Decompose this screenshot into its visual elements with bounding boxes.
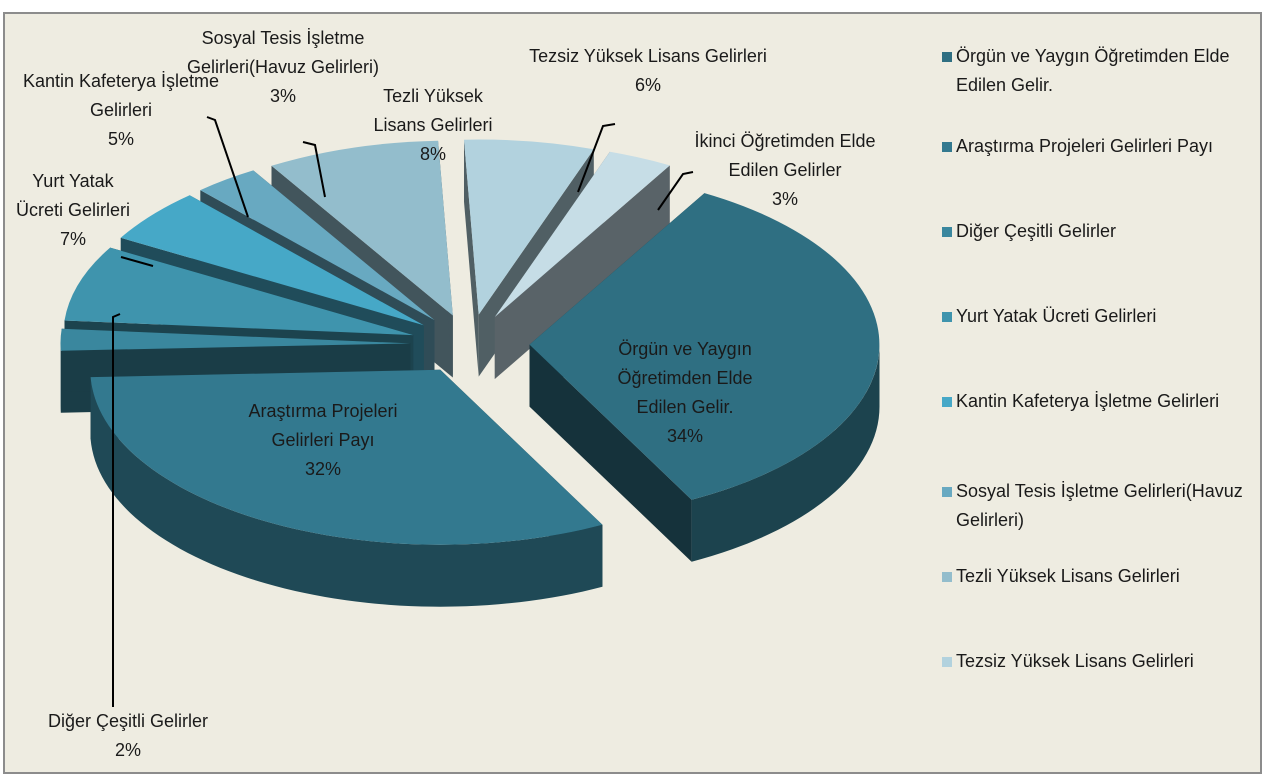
legend-swatch [942,397,952,407]
data-label: Sosyal Tesis İşletme Gelirleri(Havuz Gel… [163,24,403,111]
legend-label: Araştırma Projeleri Gelirleri Payı [956,136,1214,156]
slice-top [271,140,453,316]
legend-label: Sosyal Tesis İşletme Gelirleri(Havuz Gel… [956,481,1243,530]
chart [60,116,880,707]
data-label-value: 7% [59,229,86,249]
data-label: Örgün ve Yaygın Öğretimden Elde Edilen G… [595,335,775,451]
data-label: Tezsiz Yüksek Lisans Gelirleri 6% [513,42,783,100]
legend-swatch [942,52,952,62]
slice-top [464,139,594,315]
legend-label: Yurt Yatak Ücreti Gelirleri [956,306,1157,326]
data-label-value: 32% [304,459,342,479]
leader-lines [112,116,694,707]
legend-swatch [942,657,952,667]
data-label-value: 34% [666,426,704,446]
data-label-value: 2% [114,740,141,760]
legend-label: Örgün ve Yaygın Öğretimden Elde Edilen G… [956,46,1230,95]
slice-top [494,151,670,317]
legend-swatch [942,227,952,237]
data-label: Kantin Kafeterya İşletme Gelirleri 5% [21,67,221,154]
legend-swatch [942,142,952,152]
chart-area: Örgün ve Yaygın Öğretimden Elde Edilen G… [3,12,1262,774]
data-label-value: 3% [771,189,798,209]
slice-wall [464,139,479,377]
data-label-name: Kantin Kafeterya İşletme Gelirleri [22,71,220,120]
data-label-name: Sosyal Tesis İşletme Gelirleri(Havuz Gel… [186,28,380,77]
slice [90,369,603,607]
leader-line [120,256,154,267]
leader-line [302,141,326,198]
legend-item: Araştırma Projeleri Gelirleri Payı [940,132,1250,161]
legend-label: Diğer Çeşitli Gelirler [956,221,1117,241]
legend-label: Tezsiz Yüksek Lisans Gelirleri [956,651,1194,671]
slice-top [120,195,424,326]
slice-top [529,193,880,500]
data-label-name: Araştırma Projeleri Gelirleri Payı [248,401,398,450]
slice-wall [529,344,692,562]
data-label-name: Tezsiz Yüksek Lisans Gelirleri [529,46,767,66]
data-label: Araştırma Projeleri Gelirleri Payı 32% [218,397,428,484]
data-label-name: Yurt Yatak Ücreti Gelirleri [15,171,130,220]
slice-top [200,170,435,321]
data-label-value: 3% [269,86,296,106]
slice-side [90,377,603,607]
data-label-name: İkinci Öğretimden Elde Edilen Gelirler [694,131,876,180]
slice-top [90,369,603,545]
slice-side [691,344,880,562]
legend-item: Tezsiz Yüksek Lisans Gelirleri [940,647,1250,676]
legend-swatch [942,312,952,322]
slice-wall [494,165,670,379]
slice [494,151,670,379]
legend-item: Sosyal Tesis İşletme Gelirleri(Havuz Gel… [940,477,1250,535]
data-label-name: Örgün ve Yaygın Öğretimden Elde Edilen G… [617,339,753,417]
slice-top [64,247,414,336]
legend-label: Kantin Kafeterya İşletme Gelirleri [956,391,1220,411]
leader-line [112,313,121,707]
legend-label: Tezli Yüksek Lisans Gelirleri [956,566,1180,586]
legend-item: Yurt Yatak Ücreti Gelirleri [940,302,1250,331]
legend-item: Örgün ve Yaygın Öğretimden Elde Edilen G… [940,42,1250,100]
slice [529,193,880,562]
legend-item: Kantin Kafeterya İşletme Gelirleri [940,387,1250,416]
data-label: Yurt Yatak Ücreti Gelirleri 7% [13,167,133,254]
data-label-value: 8% [419,144,446,164]
data-label: İkinci Öğretimden Elde Edilen Gelirler 3% [685,127,885,214]
data-label-name: Tezli Yüksek Lisans Gelirleri [373,86,493,135]
legend-swatch [942,572,952,582]
data-label: Diğer Çeşitli Gelirler 2% [5,707,263,765]
data-label-value: 5% [107,129,134,149]
data-label-value: 6% [634,75,661,95]
slice-top [60,328,411,351]
leader-line [577,123,616,193]
legend-item: Diğer Çeşitli Gelirler [940,217,1250,246]
data-label: Tezli Yüksek Lisans Gelirleri 8% [358,82,508,169]
legend-item: Tezli Yüksek Lisans Gelirleri [940,562,1250,591]
legend-swatch [942,487,952,497]
leader-line [657,171,694,211]
leader-line [206,116,249,218]
data-label-name: Diğer Çeşitli Gelirler [47,711,209,731]
